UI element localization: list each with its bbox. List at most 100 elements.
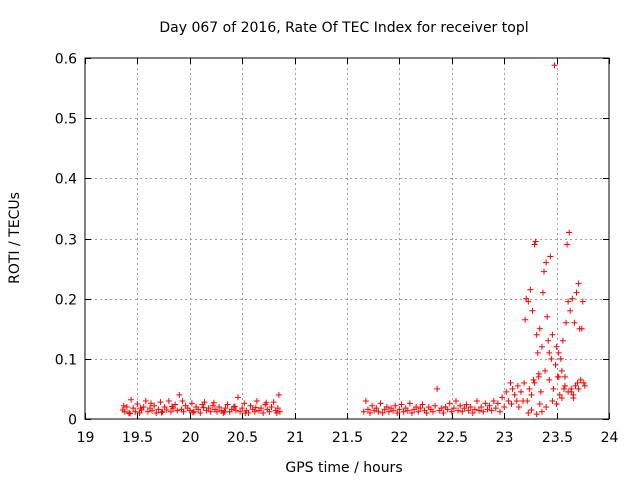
data-point xyxy=(571,319,578,326)
data-point xyxy=(560,385,567,392)
data-point xyxy=(561,373,568,380)
data-point xyxy=(158,409,165,416)
data-point xyxy=(220,409,227,416)
data-point xyxy=(455,407,462,414)
data-point xyxy=(163,406,170,413)
data-point xyxy=(545,337,552,344)
data-point xyxy=(134,400,141,407)
data-point xyxy=(375,408,382,415)
y-tick-label: 0.5 xyxy=(55,112,77,128)
data-point xyxy=(536,400,543,407)
data-point xyxy=(528,391,535,398)
data-point xyxy=(577,376,584,383)
data-point xyxy=(190,408,197,415)
data-point xyxy=(524,397,531,404)
x-tick-label: 21.5 xyxy=(332,430,363,446)
data-point xyxy=(130,405,137,412)
data-point xyxy=(488,407,495,414)
data-point xyxy=(274,405,281,412)
data-point xyxy=(551,62,558,69)
data-point xyxy=(379,409,386,416)
data-point xyxy=(514,382,521,389)
data-point xyxy=(555,373,562,380)
data-point xyxy=(434,385,441,392)
data-point xyxy=(535,370,542,377)
data-point xyxy=(521,379,528,386)
x-tick-label: 24 xyxy=(601,430,619,446)
data-point xyxy=(148,400,155,407)
data-points xyxy=(119,62,588,418)
data-point xyxy=(531,241,538,248)
data-point xyxy=(221,408,228,415)
data-point xyxy=(276,408,283,415)
data-point xyxy=(126,409,133,416)
data-point xyxy=(505,397,512,404)
data-point xyxy=(392,402,399,409)
data-point xyxy=(556,391,563,398)
data-point xyxy=(270,399,277,406)
data-point xyxy=(568,388,575,395)
data-point xyxy=(273,409,280,416)
data-point xyxy=(159,408,166,415)
data-point xyxy=(501,403,508,410)
data-point xyxy=(432,402,439,409)
data-point xyxy=(461,405,468,412)
y-tick-label: 0.3 xyxy=(55,233,77,249)
data-point xyxy=(508,400,515,407)
data-point xyxy=(457,402,464,409)
data-point xyxy=(511,391,518,398)
data-point xyxy=(423,409,430,416)
data-point xyxy=(564,241,571,248)
y-tick-label: 0.6 xyxy=(55,52,77,68)
data-point xyxy=(149,407,156,414)
data-point xyxy=(168,403,175,410)
data-point xyxy=(362,397,369,404)
data-point xyxy=(549,397,556,404)
chart-title: Day 067 of 2016, Rate Of TEC Index for r… xyxy=(159,20,528,36)
data-point xyxy=(438,405,445,412)
data-point xyxy=(251,408,258,415)
data-point xyxy=(446,400,453,407)
y-tick-label: 0 xyxy=(68,413,77,429)
data-point xyxy=(214,408,221,415)
data-point xyxy=(465,407,472,414)
data-point xyxy=(482,400,489,407)
data-point xyxy=(247,402,254,409)
data-point xyxy=(566,229,573,236)
data-point xyxy=(440,409,447,416)
data-point xyxy=(484,406,491,413)
data-point xyxy=(123,403,130,410)
data-point xyxy=(471,406,478,413)
data-point xyxy=(569,295,576,302)
data-point xyxy=(197,409,204,416)
data-point xyxy=(533,411,540,418)
data-point xyxy=(207,408,214,415)
data-point xyxy=(494,400,501,407)
data-point xyxy=(570,394,577,401)
data-point xyxy=(526,385,533,392)
data-point xyxy=(531,379,538,386)
data-point xyxy=(543,403,550,410)
y-tick-label: 0.2 xyxy=(55,293,77,309)
data-point xyxy=(232,407,239,414)
data-point xyxy=(406,400,413,407)
data-point xyxy=(260,409,267,416)
x-axis-label: GPS time / hours xyxy=(285,460,402,476)
data-point xyxy=(575,385,582,392)
data-point xyxy=(360,408,367,415)
data-point xyxy=(373,405,380,412)
data-point xyxy=(469,409,476,416)
data-point xyxy=(497,408,504,415)
data-point xyxy=(398,401,405,408)
data-point xyxy=(459,408,466,415)
data-point xyxy=(574,379,581,386)
data-point xyxy=(553,343,560,350)
x-tick-label: 20.5 xyxy=(227,430,258,446)
data-point xyxy=(536,325,543,332)
data-point xyxy=(268,403,275,410)
data-point xyxy=(559,337,566,344)
data-point xyxy=(186,407,193,414)
data-point xyxy=(515,403,522,410)
x-tick-label: 22.5 xyxy=(437,430,468,446)
data-point xyxy=(176,391,183,398)
